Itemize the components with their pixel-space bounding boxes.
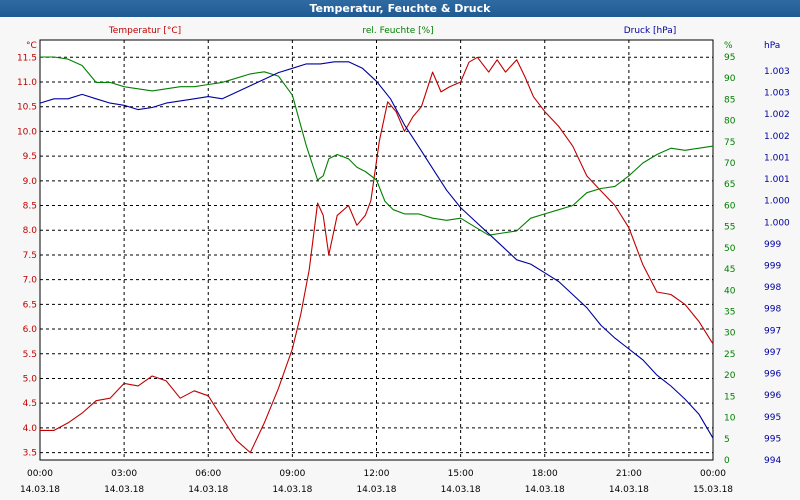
humidity-tick: 25 xyxy=(724,350,735,360)
humidity-tick: 10 xyxy=(724,414,736,424)
pressure-tick: 999 xyxy=(764,262,781,272)
pressure-tick: 1.000 xyxy=(764,218,790,228)
temperature-unit-label: °C xyxy=(26,41,37,51)
pressure-tick: 1.000 xyxy=(764,197,790,207)
humidity-tick: 65 xyxy=(724,180,735,190)
pressure-tick: 1.003 xyxy=(764,89,790,99)
pressure-tick: 1.001 xyxy=(764,175,790,185)
humidity-tick: 95 xyxy=(724,53,735,63)
chart-title-bar: Temperatur, Feuchte & Druck xyxy=(0,0,800,17)
pressure-tick: 995 xyxy=(764,413,781,423)
pressure-tick: 994 xyxy=(764,456,781,466)
temperature-tick: 9.0 xyxy=(23,177,38,187)
x-tick-time: 18:00 xyxy=(532,469,558,479)
x-tick-time: 12:00 xyxy=(364,469,390,479)
x-tick-time: 06:00 xyxy=(195,469,221,479)
pressure-tick: 999 xyxy=(764,240,781,250)
humidity-tick: 70 xyxy=(724,159,736,169)
x-tick-date: 14.03.18 xyxy=(609,485,649,495)
x-tick-date: 14.03.18 xyxy=(104,485,144,495)
humidity-tick: 20 xyxy=(724,371,736,381)
x-tick-date: 14.03.18 xyxy=(525,485,565,495)
pressure-tick: 1.003 xyxy=(764,67,790,77)
humidity-tick: 85 xyxy=(724,95,735,105)
temperature-tick: 7.0 xyxy=(23,276,38,286)
temperature-tick: 11.5 xyxy=(17,53,37,63)
humidity-tick: 30 xyxy=(724,329,736,339)
x-tick-date: 14.03.18 xyxy=(188,485,228,495)
grid-layer xyxy=(40,40,713,460)
pressure-tick: 996 xyxy=(764,370,781,380)
humidity-tick: 45 xyxy=(724,265,735,275)
humidity-tick: 40 xyxy=(724,286,736,296)
humidity-tick: 15 xyxy=(724,392,735,402)
x-tick-time: 03:00 xyxy=(111,469,137,479)
x-tick-time: 21:00 xyxy=(616,469,642,479)
x-tick-date: 15.03.18 xyxy=(693,485,733,495)
pressure-tick: 997 xyxy=(764,326,781,336)
humidity-tick: 5 xyxy=(724,435,730,445)
x-tick-time: 00:00 xyxy=(27,469,53,479)
temperature-tick: 8.0 xyxy=(23,226,38,236)
series-layer xyxy=(39,56,714,454)
humidity-tick: 35 xyxy=(724,308,735,318)
pressure-tick: 1.002 xyxy=(764,132,790,142)
humidity-axis-title: rel. Feuchte [%] xyxy=(362,26,433,36)
humidity-tick: 90 xyxy=(724,74,736,84)
pressure-tick: 997 xyxy=(764,348,781,358)
temperature-tick: 4.0 xyxy=(23,424,38,434)
x-tick-date: 14.03.18 xyxy=(20,485,60,495)
temperature-tick: 6.5 xyxy=(23,300,37,310)
pressure-unit-label: hPa xyxy=(764,41,780,51)
humidity-unit-label: % xyxy=(724,41,733,51)
temperature-tick: 11.0 xyxy=(17,78,37,88)
chart-title: Temperatur, Feuchte & Druck xyxy=(309,2,491,15)
humidity-tick: 50 xyxy=(724,244,736,254)
x-tick-time: 15:00 xyxy=(448,469,474,479)
humidity-tick: 0 xyxy=(724,456,730,466)
temperature-tick: 7.5 xyxy=(23,251,37,261)
temperature-tick: 3.5 xyxy=(23,449,37,459)
humidity-tick: 80 xyxy=(724,117,736,127)
ticks-layer: 00:00 14.03.18 03:00 14.03.18 06:00 14.03.18 0… xyxy=(17,53,790,495)
temperature-tick: 9.5 xyxy=(23,152,37,162)
pressure-tick: 996 xyxy=(764,391,781,401)
x-tick-time: 00:00 xyxy=(700,469,726,479)
temperature-tick: 6.0 xyxy=(23,325,38,335)
pressure-tick: 998 xyxy=(764,283,781,293)
temperature-axis-title: Temperatur [°C] xyxy=(108,26,181,36)
pressure-tick: 998 xyxy=(764,305,781,315)
pressure-tick: 1.001 xyxy=(764,153,790,163)
humidity-tick: 60 xyxy=(724,201,736,211)
pressure-tick: 1.002 xyxy=(764,110,790,120)
temperature-tick: 5.0 xyxy=(23,374,38,384)
temperature-series-line xyxy=(40,56,714,454)
x-tick-time: 09:00 xyxy=(279,469,305,479)
temperature-tick: 10.5 xyxy=(17,103,37,113)
pressure-tick: 995 xyxy=(764,434,781,444)
x-tick-date: 14.03.18 xyxy=(356,485,396,495)
humidity-tick: 55 xyxy=(724,223,735,233)
x-tick-date: 14.03.18 xyxy=(272,485,312,495)
humidity-tick: 75 xyxy=(724,138,735,148)
temperature-tick: 8.5 xyxy=(23,202,37,212)
labels-layer: °C Temperatur [°C] rel. Feuchte [%] % Dr… xyxy=(26,26,780,51)
pressure-axis-title: Druck [hPa] xyxy=(624,26,677,36)
pressure-series-line xyxy=(39,61,714,439)
temperature-tick: 4.5 xyxy=(23,399,37,409)
temperature-tick: 10.0 xyxy=(17,127,37,137)
temperature-tick: 5.5 xyxy=(23,350,37,360)
x-tick-date: 14.03.18 xyxy=(441,485,481,495)
humidity-series-line xyxy=(40,56,714,236)
